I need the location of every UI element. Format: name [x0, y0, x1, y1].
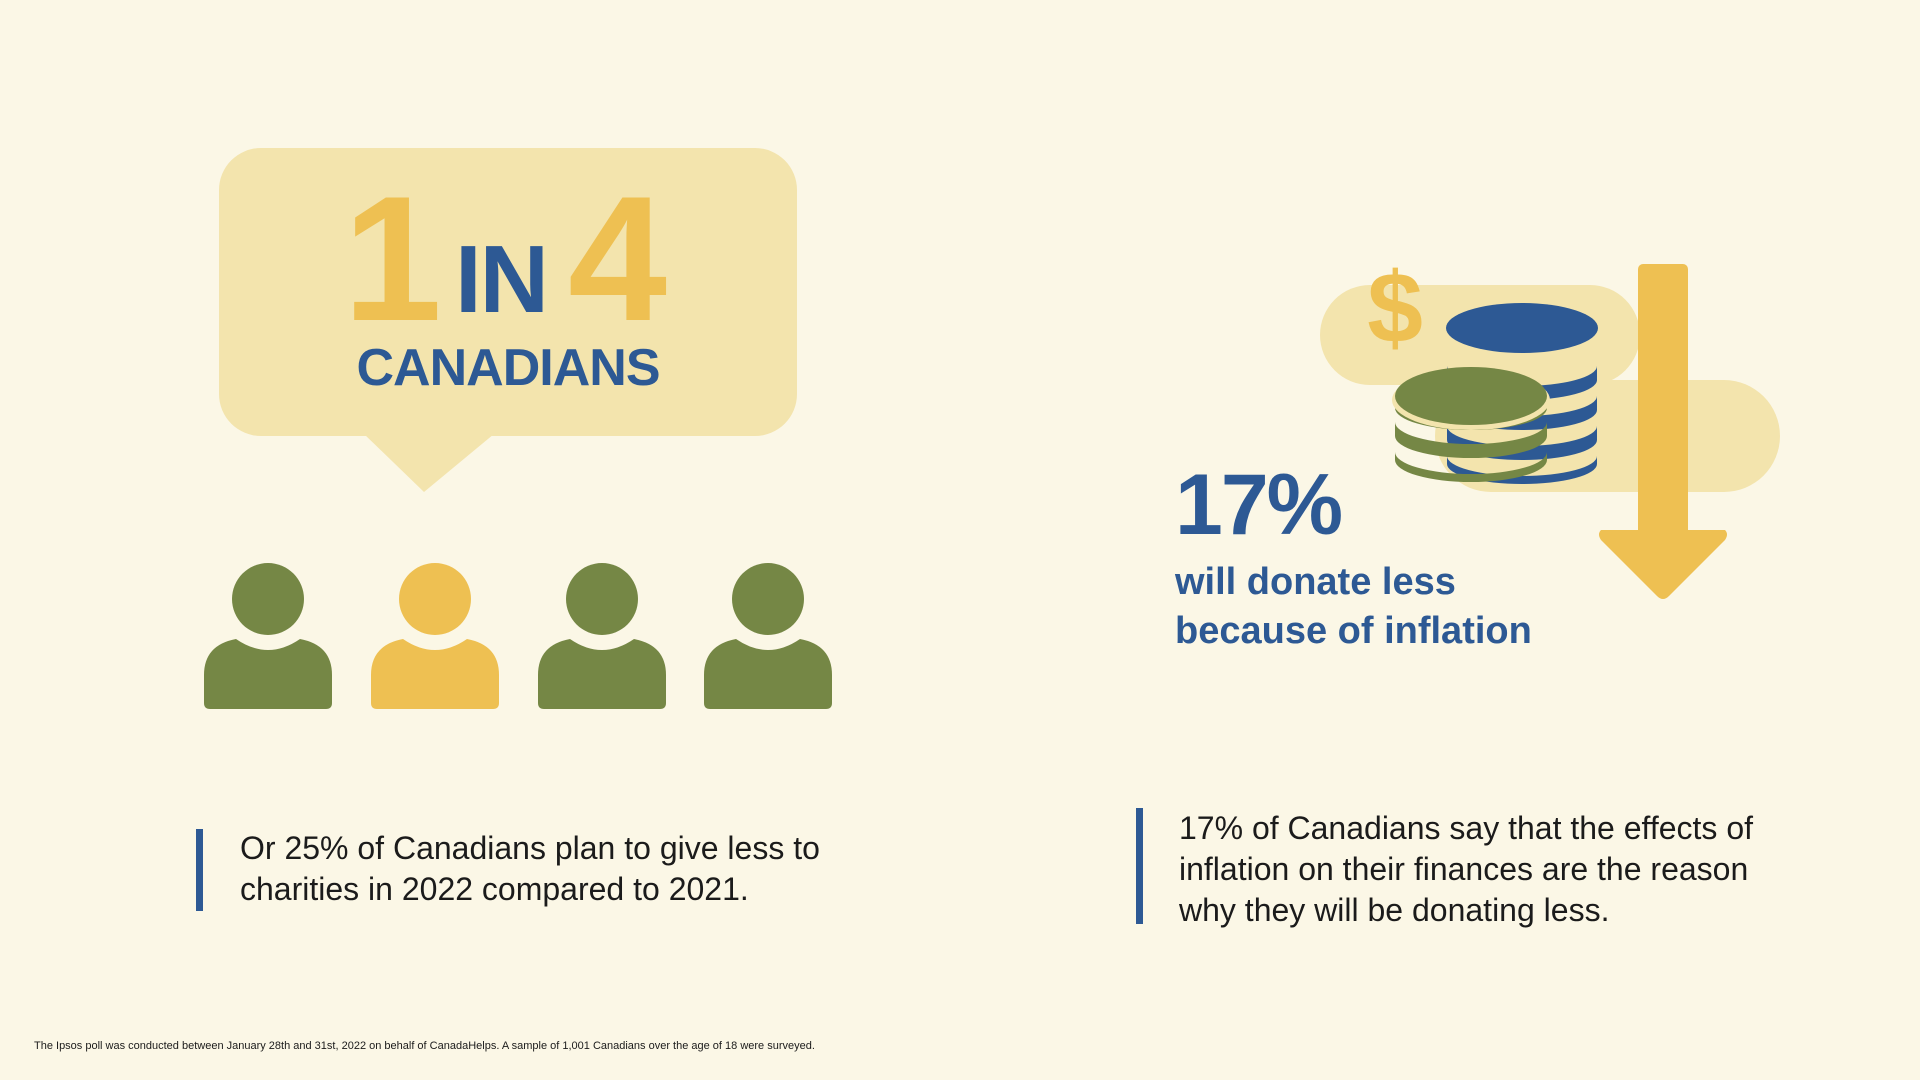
person-icon: [704, 563, 832, 709]
coin-stack-icon: [1392, 367, 1550, 482]
footnote: The Ipsos poll was conducted between Jan…: [34, 1040, 815, 1052]
stat-number-one: 1: [343, 159, 442, 358]
stat-word-in: IN: [455, 226, 549, 333]
quote-left: Or 25% of Canadians plan to give less to…: [240, 828, 820, 910]
quote-bar-left: [196, 829, 203, 911]
speech-bubble: [219, 148, 797, 436]
money-illustration: $: [1320, 252, 1780, 599]
person-icon: [538, 563, 666, 709]
quote-left-line: Or 25% of Canadians plan to give less to: [240, 830, 820, 866]
quote-right-line: inflation on their finances are the reas…: [1179, 851, 1749, 887]
stat-percent: 17%: [1175, 457, 1343, 553]
quote-bar-right: [1136, 808, 1143, 924]
stat-caption-line: will donate less: [1175, 561, 1456, 603]
stat-word-canadians: CANADIANS: [356, 339, 661, 397]
stat-number-four: 4: [568, 159, 667, 358]
stat-caption: will donate less because of inflation: [1175, 558, 1532, 656]
quote-left-line: charities in 2022 compared to 2021.: [240, 871, 749, 907]
quote-right-line: 17% of Canadians say that the effects of: [1179, 810, 1753, 846]
person-icon: [371, 563, 499, 709]
stat-caption-line: because of inflation: [1175, 610, 1532, 652]
quote-right: 17% of Canadians say that the effects of…: [1179, 808, 1753, 931]
person-icon: [204, 563, 332, 709]
speech-bubble-tail: [364, 434, 494, 492]
down-arrow-icon: [1599, 264, 1727, 599]
quote-right-line: why they will be donating less.: [1179, 892, 1610, 928]
dollar-sign-icon: $: [1367, 252, 1423, 364]
